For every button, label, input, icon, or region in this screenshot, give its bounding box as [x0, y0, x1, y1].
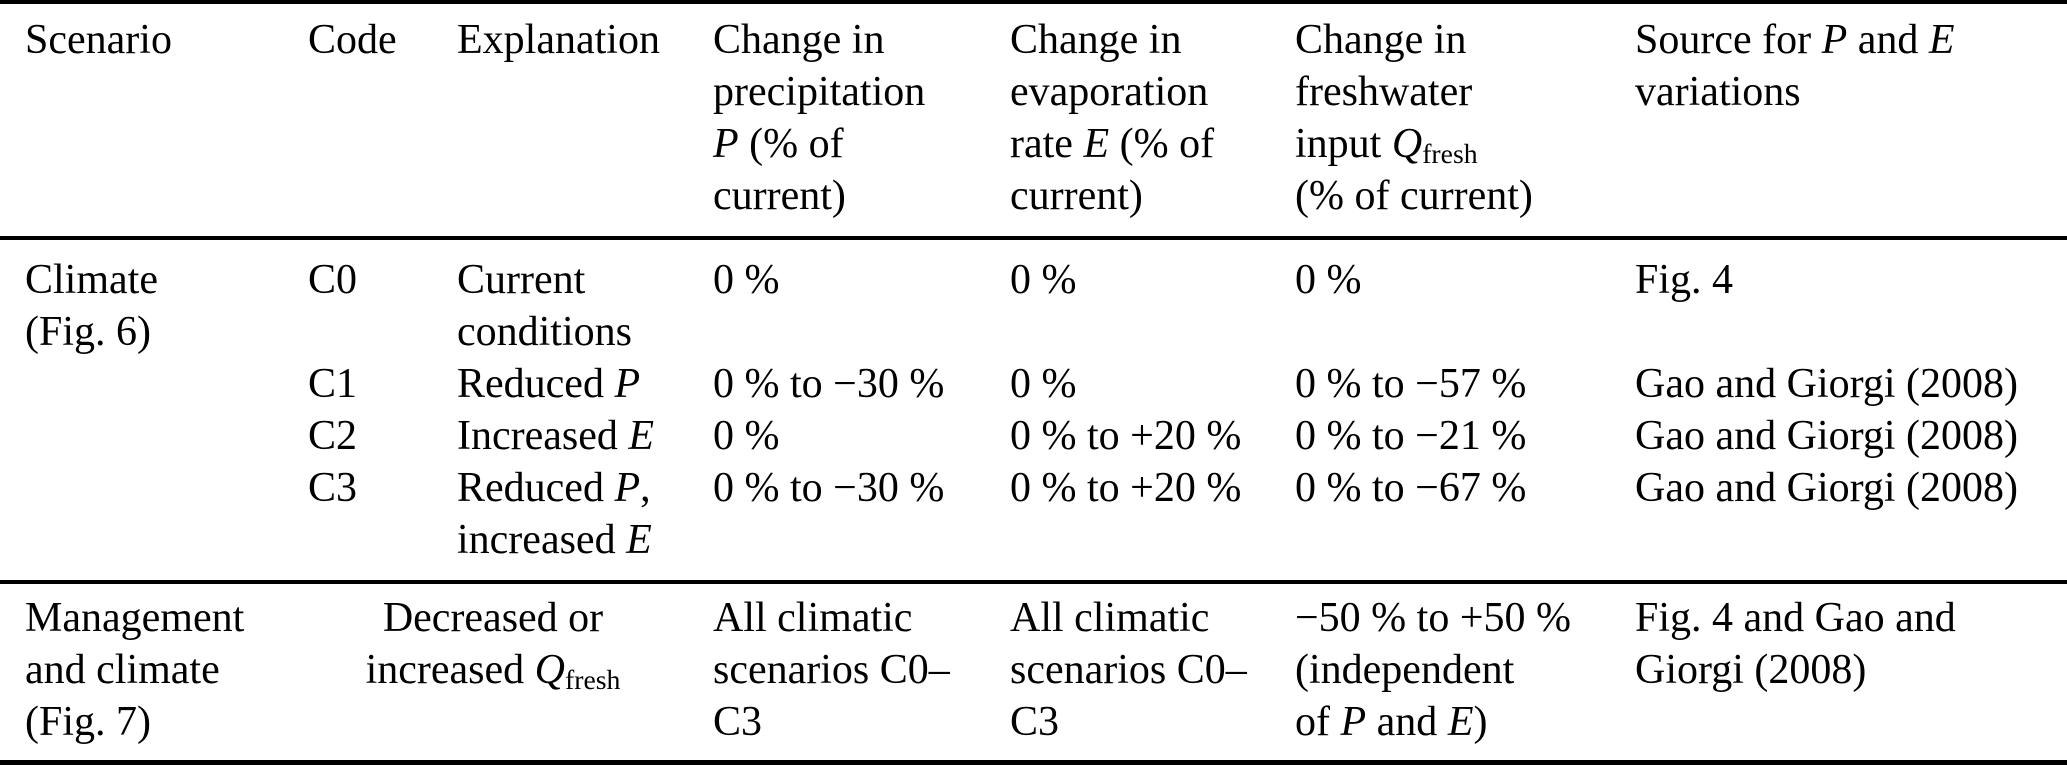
source-cell-c0: Fig. 4	[1635, 257, 1734, 303]
header-cell-source: Source for P and E variations	[1635, 2, 2067, 240]
explanation-cell-c3: Reduced P, increased E	[457, 462, 713, 582]
text-segment: (% of current)	[1295, 173, 1533, 219]
freshwater-cell-c1: 0 % to −57 %	[1295, 361, 1527, 407]
math-var-p: P	[614, 361, 641, 407]
evaporation-cell-c0: 0 %	[1010, 257, 1077, 303]
text-segment: variations	[1635, 69, 1801, 115]
scenario-group-management: Management and climate (Fig. 7)	[0, 580, 308, 763]
math-var-e: E	[1083, 121, 1110, 167]
table-row-c2: C2 Increased E 0 % 0 % to +20 % 0 % to −…	[0, 410, 2067, 462]
text-segment: )	[1473, 699, 1488, 745]
text-segment: Source for	[1635, 17, 1822, 63]
subscript-fresh: fresh	[565, 664, 621, 696]
math-var-p: P	[1340, 699, 1367, 745]
freshwater-cell-c2: 0 % to −21 %	[1295, 413, 1527, 459]
text-segment: −50 % to +50 % (independent of	[1295, 595, 1572, 745]
climate-section: Climate (Fig. 6) C0 Current conditions 0…	[0, 238, 2067, 582]
math-var-q: Q	[534, 647, 565, 693]
header-row: Scenario Code Explanation Change in prec…	[0, 2, 2067, 240]
subscript-fresh: fresh	[1422, 138, 1478, 170]
freshwater-cell-c3: 0 % to −67 %	[1295, 465, 1527, 511]
text-segment: and	[1847, 17, 1929, 63]
freshwater-cell-c0: 0 %	[1295, 257, 1362, 303]
management-section: Management and climate (Fig. 7) Decrease…	[0, 580, 2067, 763]
precipitation-cell-c3: 0 % to −30 %	[713, 465, 945, 511]
qfresh-change-cell: Decreased or increased Qfresh	[308, 580, 713, 763]
explanation-cell-c0: Current conditions	[457, 238, 713, 358]
precipitation-cell-management: All climatic scenarios C0–C3	[713, 580, 1010, 763]
table-header: Scenario Code Explanation Change in prec…	[0, 2, 2067, 240]
code-cell-c1: C1	[308, 361, 358, 407]
text-segment: Increased	[457, 413, 629, 459]
evaporation-cell-c3: 0 % to +20 %	[1010, 465, 1242, 511]
math-var-e: E	[626, 517, 652, 563]
text-segment: and	[1366, 699, 1448, 745]
header-cell-scenario: Scenario	[0, 2, 308, 240]
code-cell-c2: C2	[308, 413, 358, 459]
source-cell-management: Fig. 4 and Gao and Giorgi (2008)	[1635, 580, 2067, 763]
text-segment: All climatic scenarios C0–C3	[1010, 595, 1247, 745]
freshwater-cell-management: −50 % to +50 % (independent of P and E)	[1295, 580, 1635, 763]
header-cell-evaporation-change: Change in evaporation rate E (% of curre…	[1010, 2, 1295, 240]
table-row-c3: C3 Reduced P, increased E 0 % to −30 % 0…	[0, 462, 2067, 582]
source-cell-c2: Gao and Giorgi (2008)	[1635, 413, 2018, 459]
scenario-group-climate: Climate (Fig. 6)	[25, 257, 158, 355]
text-segment: Current conditions	[457, 257, 632, 355]
evaporation-cell-c2: 0 % to +20 %	[1010, 413, 1242, 459]
precipitation-cell-c0: 0 %	[713, 257, 780, 303]
table-row-c0: Climate (Fig. 6) C0 Current conditions 0…	[0, 238, 2067, 358]
math-var-p: P	[713, 121, 739, 167]
text-segment: Reduced	[457, 361, 615, 407]
header-cell-precipitation-change: Change in precipitation P (% of current)	[713, 2, 1010, 240]
precipitation-cell-c1: 0 % to −30 %	[713, 361, 945, 407]
text-segment: , increased	[457, 465, 651, 563]
source-cell-c1: Gao and Giorgi (2008)	[1635, 361, 2018, 407]
header-cell-code: Code	[308, 2, 457, 240]
text-segment: Change in freshwater input	[1295, 17, 1473, 167]
header-cell-explanation: Explanation	[457, 2, 713, 240]
text-segment: (% of current)	[1010, 121, 1215, 219]
code-cell-c3: C3	[308, 465, 358, 511]
text-segment: All climatic scenarios C0–C3	[713, 595, 950, 745]
precipitation-cell-c2: 0 %	[713, 413, 780, 459]
text-segment: Change in precipitation	[713, 17, 926, 115]
math-var-e: E	[1447, 699, 1474, 745]
header-cell-freshwater-change: Change in freshwater input Qfresh (% of …	[1295, 2, 1635, 240]
source-cell-c3: Gao and Giorgi (2008)	[1635, 465, 2018, 511]
table-row-management: Management and climate (Fig. 7) Decrease…	[0, 580, 2067, 763]
text-segment: Reduced	[457, 465, 615, 511]
code-cell-c0: C0	[308, 257, 358, 303]
table-row-c1: C1 Reduced P 0 % to −30 % 0 % 0 % to −57…	[0, 358, 2067, 410]
math-var-p: P	[1821, 17, 1848, 63]
text-segment: (% of current)	[713, 121, 846, 219]
math-var-e: E	[628, 413, 655, 459]
explanation-cell-c1: Reduced P	[457, 358, 713, 410]
evaporation-cell-c1: 0 %	[1010, 361, 1077, 407]
math-var-e: E	[1928, 17, 1955, 63]
text-segment: Decreased or increased	[365, 595, 604, 693]
text-segment: Change in evaporation rate	[1010, 17, 1209, 167]
math-var-p: P	[614, 465, 641, 511]
evaporation-cell-management: All climatic scenarios C0–C3	[1010, 580, 1295, 763]
explanation-cell-c2: Increased E	[457, 410, 713, 462]
math-var-q: Q	[1391, 121, 1423, 167]
